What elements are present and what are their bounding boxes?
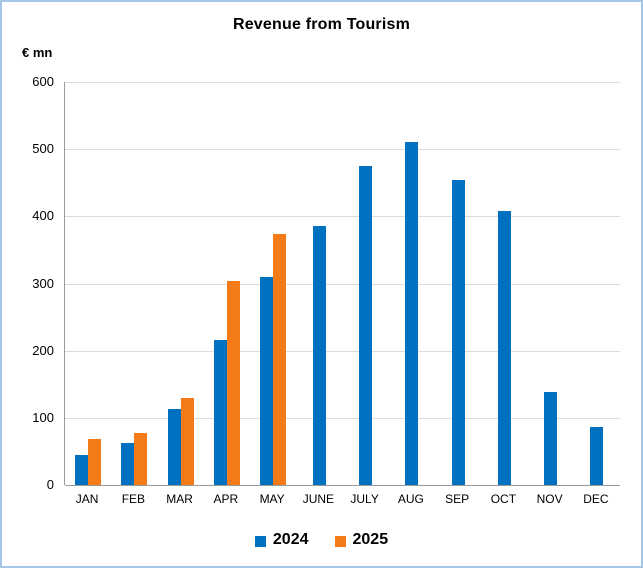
x-label-aug: AUG	[397, 492, 424, 506]
bar-2025-feb	[134, 432, 148, 485]
legend-swatch-2025	[334, 535, 346, 547]
category-may	[250, 82, 296, 485]
gridline-500	[65, 149, 620, 151]
category-apr	[204, 82, 250, 485]
bar-2024-oct	[497, 210, 511, 485]
category-aug	[389, 82, 435, 485]
bar-2024-feb	[121, 442, 135, 485]
legend-item-2025: 2025	[334, 531, 389, 549]
x-label-may: MAY	[259, 492, 285, 506]
bar-2024-aug	[405, 141, 419, 485]
bar-2024-may	[260, 276, 274, 485]
bar-2024-sep	[451, 180, 465, 485]
y-tick-label-400: 400	[32, 208, 54, 224]
y-tick-label-0: 0	[46, 477, 54, 492]
bar-2025-jan	[88, 439, 102, 485]
gridline-0	[65, 485, 620, 486]
y-tick-label-300: 300	[32, 275, 54, 291]
bar-2024-dec	[590, 427, 604, 485]
chart-title: Revenue from Tourism	[232, 16, 411, 33]
bar-2025-apr	[226, 280, 240, 485]
gridline-100	[65, 417, 620, 419]
bar-2025-mar	[180, 398, 194, 485]
x-axis-labels: JAN FEB MAR APR MAY JUNE JULY AUG SEP OCT NOV DEC	[64, 492, 619, 506]
category-nov	[528, 82, 574, 485]
x-label-jan: JAN	[75, 492, 99, 506]
bar-2024-mar	[167, 409, 181, 485]
category-jan	[65, 82, 111, 485]
y-axis-unit-label: € mn	[22, 45, 53, 60]
legend-swatch-2024	[254, 535, 266, 547]
legend: 2024 2025	[2, 531, 641, 549]
category-oct	[481, 82, 527, 485]
x-label-sep: SEP	[445, 492, 470, 506]
bars-layer	[65, 82, 620, 485]
bar-2024-june	[312, 226, 326, 485]
gridline-600	[65, 82, 620, 83]
x-label-feb: FEB	[121, 492, 146, 506]
gridline-400	[65, 216, 620, 218]
x-label-mar: MAR	[166, 492, 193, 506]
x-label-apr: APR	[213, 492, 239, 506]
y-tick-label-500: 500	[32, 141, 54, 157]
x-label-dec: DEC	[583, 492, 609, 506]
x-label-july: JULY	[350, 492, 379, 506]
bar-2025-may	[273, 234, 287, 485]
legend-label-2024: 2024	[272, 531, 309, 548]
x-label-june: JUNE	[302, 492, 335, 506]
y-tick-label-200: 200	[32, 342, 54, 358]
bar-2024-july	[359, 165, 373, 485]
legend-item-2024: 2024	[254, 531, 309, 549]
plot-area	[64, 82, 620, 486]
x-label-oct: OCT	[490, 492, 517, 506]
category-mar	[158, 82, 204, 485]
category-june	[296, 82, 342, 485]
bar-2024-jan	[75, 454, 89, 485]
category-dec	[574, 82, 620, 485]
gridline-200	[65, 350, 620, 352]
category-july	[343, 82, 389, 485]
gridline-300	[65, 283, 620, 285]
bar-2024-nov	[544, 391, 558, 485]
x-label-nov: NOV	[536, 492, 563, 506]
category-sep	[435, 82, 481, 485]
y-tick-label-100: 100	[32, 409, 54, 425]
bar-2024-apr	[213, 339, 227, 485]
legend-label-2025: 2025	[352, 531, 389, 548]
category-feb	[111, 82, 157, 485]
y-tick-label-600: 600	[32, 74, 54, 89]
y-axis-ticks: 0 100 200 300 400 500 600	[2, 74, 54, 492]
